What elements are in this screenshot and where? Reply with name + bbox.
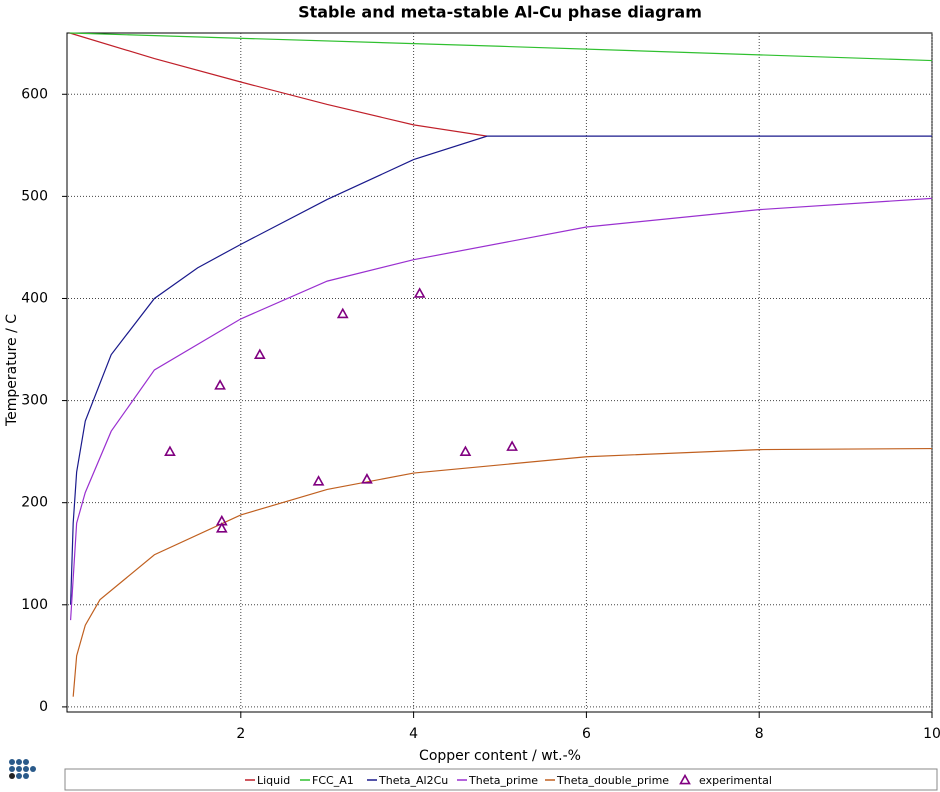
data-point bbox=[361, 473, 373, 484]
x-axis-label: Copper content / wt.-% bbox=[419, 748, 581, 764]
data-point bbox=[214, 379, 226, 390]
legend-label: Theta_double_prime bbox=[556, 774, 669, 787]
legend-label: FCC_A1 bbox=[312, 774, 354, 787]
x-tick-label: 10 bbox=[923, 726, 940, 742]
series-line bbox=[72, 447, 933, 697]
y-tick-label: 600 bbox=[21, 86, 48, 102]
y-tick-label: 500 bbox=[21, 188, 48, 204]
legend-box bbox=[64, 768, 938, 791]
logo bbox=[9, 759, 36, 779]
x-tick-label: 6 bbox=[582, 726, 591, 742]
y-axis-label: Temperature / C bbox=[4, 314, 20, 427]
legend-label: Theta_Al2Cu bbox=[378, 774, 448, 787]
series-line bbox=[69, 32, 488, 137]
data-point bbox=[253, 348, 266, 360]
y-tick-label: 100 bbox=[21, 597, 48, 613]
plot-frame bbox=[66, 32, 933, 713]
y-tick-label: 300 bbox=[21, 393, 48, 409]
x-tick-label: 8 bbox=[755, 726, 764, 742]
series-line bbox=[69, 197, 933, 621]
legend-label: Theta_prime bbox=[468, 774, 538, 787]
data-point bbox=[506, 440, 518, 451]
series-line bbox=[69, 135, 932, 605]
data-point bbox=[312, 475, 325, 486]
legend-label: Liquid bbox=[257, 774, 290, 787]
legend-marker bbox=[679, 773, 691, 785]
y-tick-label: 400 bbox=[21, 290, 48, 306]
chart-title: Stable and meta-stable Al-Cu phase diagr… bbox=[298, 3, 702, 22]
x-tick-label: 2 bbox=[236, 726, 245, 742]
x-tick-label: 4 bbox=[409, 726, 418, 742]
legend-label: experimental bbox=[699, 774, 772, 787]
data-point bbox=[164, 445, 176, 457]
data-point bbox=[459, 445, 472, 457]
series-line bbox=[69, 32, 933, 62]
y-tick-label: 0 bbox=[39, 699, 48, 715]
y-tick-label: 200 bbox=[21, 495, 48, 511]
data-point bbox=[336, 307, 349, 319]
data-point bbox=[413, 287, 426, 298]
data-point bbox=[215, 522, 228, 533]
